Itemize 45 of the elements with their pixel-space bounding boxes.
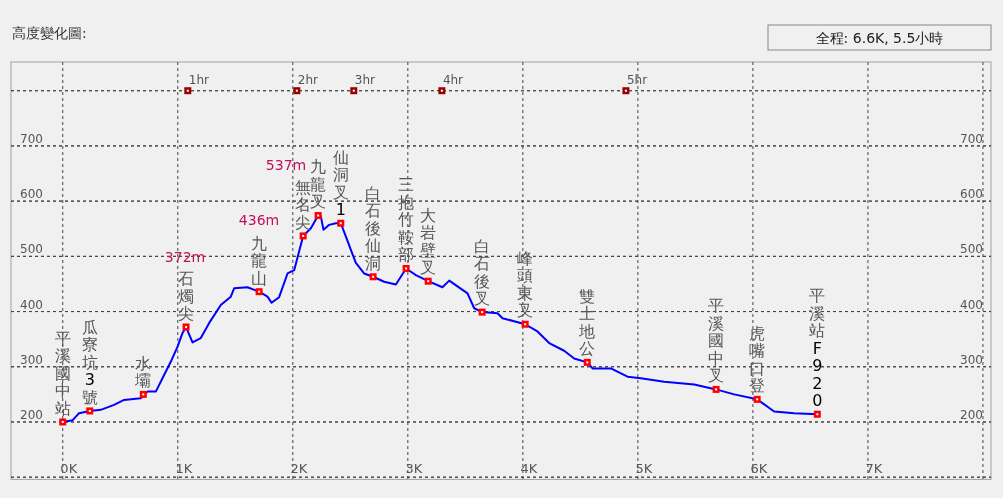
- chart-title: 高度變化圖:: [12, 25, 87, 41]
- data-label: 石燭尖: [178, 269, 195, 324]
- data-label: 白石後仙洞: [365, 183, 382, 273]
- data-label: 平溪國中站: [54, 328, 71, 418]
- x-tick-label: 0K: [60, 461, 78, 477]
- text: 全程: 6.6K, 5.5小時: [815, 30, 944, 46]
- x-tick-label: 6K: [750, 461, 768, 477]
- y2-tick-label: 300: [960, 352, 983, 367]
- annotation: 372m: [164, 249, 206, 265]
- data-label: 大岩壁叉: [420, 205, 437, 278]
- y-tick-label: 500: [20, 242, 43, 257]
- data-label: 平溪國中叉: [708, 296, 725, 386]
- y2-tick-label: 200: [960, 407, 983, 422]
- x-tick-label: 5K: [635, 461, 653, 477]
- data-label: 雙土地公: [578, 286, 596, 359]
- y-tick-label: 400: [20, 297, 43, 312]
- x-tick-label: 7K: [865, 461, 883, 477]
- annotation: 5hr: [626, 72, 648, 87]
- data-label: 九龍山: [251, 233, 268, 288]
- y-tick-label: 700: [20, 131, 43, 146]
- x-tick-label: 3K: [405, 461, 423, 477]
- annotation: 1hr: [188, 72, 210, 87]
- y2-tick-label: 500: [960, 242, 983, 257]
- x-tick-label: 2K: [290, 461, 308, 477]
- annotation: 537m: [265, 157, 307, 173]
- y2-tick-label: 400: [960, 297, 983, 312]
- annotation: 3hr: [354, 72, 376, 87]
- y2-tick-label: 600: [960, 187, 983, 202]
- y2-tick-label: 700: [960, 131, 983, 146]
- annotation: 4hr: [442, 72, 464, 87]
- x-tick-label: 1K: [175, 461, 193, 477]
- annotation: 2hr: [297, 72, 319, 87]
- data-label: 峰頭東叉: [517, 248, 534, 321]
- data-label: 無名尖: [295, 177, 312, 232]
- data-label: 九龍叉: [310, 157, 327, 212]
- data-label: 瓜寮坑3號: [80, 317, 98, 407]
- data-label: 白石後叉: [474, 236, 491, 309]
- data-label: 水壩: [134, 353, 152, 391]
- y-tick-label: 300: [20, 352, 43, 367]
- data-label: 仙洞叉1: [332, 147, 349, 220]
- y-tick-label: 200: [20, 407, 43, 422]
- y-tick-label: 600: [20, 187, 43, 202]
- data-label: 三抱竹鞍部: [398, 175, 415, 265]
- x-tick-label: 4K: [520, 461, 538, 477]
- annotation: 436m: [238, 212, 280, 228]
